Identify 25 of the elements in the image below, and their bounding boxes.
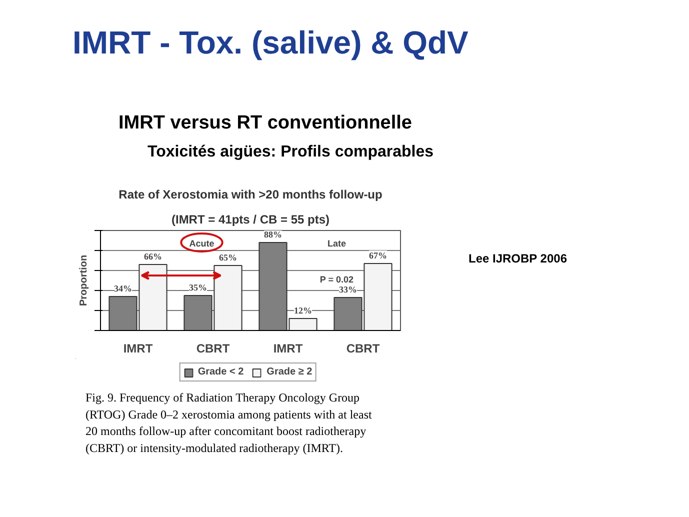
chart-subtitle: (IMRT = 41pts / CB = 55 pts) xyxy=(171,212,330,226)
annotation: P = 0.02 xyxy=(320,274,354,284)
caption: Fig. 9. Frequency of Radiation Therapy Oncology Group (RTOG) Grade 0–2 xerostomia among patients with at least 20 months follow-up after concomitant boost radiotherapy (CBRT) or intensity-modulated radiotherapy (IMRT). xyxy=(86,390,372,455)
data-label: 35% xyxy=(189,282,207,292)
data-label: 34% xyxy=(114,284,132,294)
text: IMRT - Tox. (salive) & QdV xyxy=(72,24,470,60)
annotation: Acute xyxy=(189,238,214,248)
text: Lee IJROBP 2006 xyxy=(468,252,568,266)
x-tick-label: IMRT xyxy=(273,342,304,356)
x-tick-label: IMRT xyxy=(123,342,154,356)
data-label: 67% xyxy=(369,250,387,260)
legend-label: Grade ≥ 2 xyxy=(266,366,312,378)
annotation: Late xyxy=(327,238,346,248)
data-label: 66% xyxy=(144,252,162,262)
text: IMRT versus RT conventionnelle xyxy=(118,112,412,134)
legend-label: Grade < 2 xyxy=(198,366,244,378)
chart-title: Rate of Xerostomia with >20 months follow-up xyxy=(118,188,382,202)
data-label: 88% xyxy=(264,230,282,240)
x-tick-label: CBRT xyxy=(196,342,230,356)
data-label: 33% xyxy=(339,284,357,294)
data-label: 12% xyxy=(294,306,312,316)
x-tick-label: CBRT xyxy=(346,342,380,356)
y-axis-title: Proportion xyxy=(78,254,90,306)
text: Toxicités aigües: Profils comparables xyxy=(148,144,434,160)
data-label: 65% xyxy=(219,252,237,262)
